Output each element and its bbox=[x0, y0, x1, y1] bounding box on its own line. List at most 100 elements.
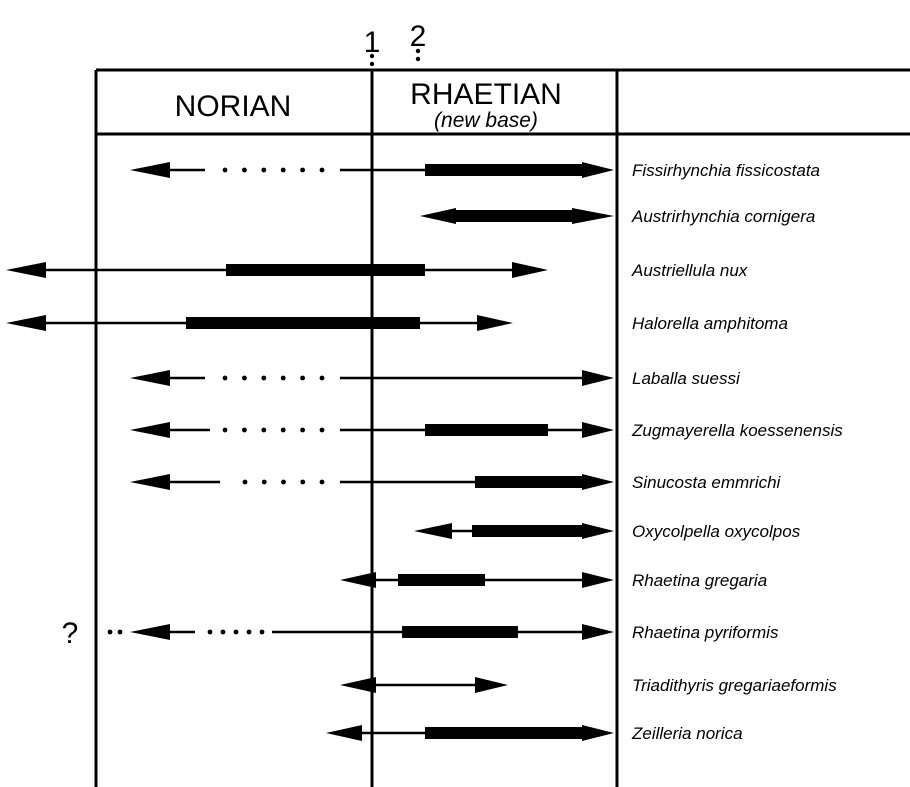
taxon-range-row: Halorella amphitoma bbox=[6, 314, 788, 333]
abundance-bar bbox=[425, 164, 582, 176]
dotted-range bbox=[220, 629, 226, 635]
taxon-range-row: Fissirhynchia fissicostata bbox=[130, 161, 820, 180]
dotted-range bbox=[246, 629, 252, 635]
right-arrow-icon bbox=[582, 370, 614, 386]
left-arrow-icon bbox=[414, 523, 452, 539]
taxon-range-row: Rhaetina pyriformis bbox=[107, 623, 779, 642]
right-arrow-icon bbox=[582, 572, 614, 588]
taxon-name: Triadithyris gregariaeformis bbox=[632, 676, 837, 695]
taxon-range-row: Laballa suessi bbox=[130, 369, 741, 388]
taxon-name: Halorella amphitoma bbox=[632, 314, 788, 333]
right-arrow-icon bbox=[582, 624, 614, 640]
dotted-range bbox=[319, 167, 325, 173]
dotted-range bbox=[222, 167, 228, 173]
right-arrow-icon bbox=[582, 162, 614, 178]
stage-rhaetian-note: (new base) bbox=[434, 109, 538, 132]
left-arrow-icon bbox=[340, 572, 376, 588]
dotted-range bbox=[319, 479, 325, 485]
left-arrow-icon bbox=[130, 474, 170, 490]
boundary-1-dot bbox=[369, 53, 375, 59]
abundance-bar bbox=[186, 317, 420, 329]
uncertain-marker: ? bbox=[62, 617, 79, 650]
dotted-range bbox=[280, 167, 286, 173]
right-arrow-icon bbox=[477, 315, 513, 331]
dotted-range bbox=[107, 629, 113, 635]
dotted-range bbox=[261, 427, 267, 433]
dotted-range bbox=[222, 427, 228, 433]
left-arrow-icon bbox=[130, 624, 170, 640]
dotted-range bbox=[280, 375, 286, 381]
dotted-range bbox=[261, 479, 267, 485]
boundary-2-label: 2 bbox=[410, 20, 427, 53]
abundance-bar bbox=[402, 626, 518, 638]
right-arrow-icon bbox=[582, 422, 614, 438]
dotted-range bbox=[280, 427, 286, 433]
taxon-name: Oxycolpella oxycolpos bbox=[632, 522, 801, 541]
dotted-range bbox=[319, 375, 325, 381]
dotted-range bbox=[242, 479, 248, 485]
dotted-range bbox=[300, 427, 305, 433]
taxon-name: Zeilleria norica bbox=[631, 724, 743, 743]
taxon-name: Austrirhynchia cornigera bbox=[631, 207, 815, 226]
right-arrow-icon bbox=[512, 262, 548, 278]
dotted-range bbox=[207, 629, 213, 635]
taxon-name: Laballa suessi bbox=[632, 369, 741, 388]
dotted-range bbox=[233, 629, 239, 635]
stage-rhaetian: RHAETIAN bbox=[410, 78, 562, 111]
left-arrow-icon bbox=[130, 422, 170, 438]
dotted-range bbox=[261, 375, 267, 381]
taxon-range-row: Austriellula nux bbox=[6, 261, 748, 280]
dotted-range bbox=[242, 375, 247, 381]
dotted-range bbox=[319, 427, 325, 433]
taxon-range-row: Triadithyris gregariaeformis bbox=[340, 676, 837, 695]
stage-norian: NORIAN bbox=[175, 90, 292, 123]
boundary-2-dot bbox=[415, 56, 421, 62]
dotted-range bbox=[281, 479, 286, 485]
left-arrow-icon bbox=[6, 262, 46, 278]
left-arrow-icon bbox=[6, 315, 46, 331]
abundance-bar bbox=[425, 727, 582, 739]
right-arrow-icon bbox=[582, 474, 614, 490]
dotted-range bbox=[259, 629, 265, 635]
abundance-bar bbox=[472, 525, 582, 537]
boundary-1-dot bbox=[369, 61, 375, 67]
abundance-bar bbox=[475, 476, 582, 488]
dotted-range bbox=[300, 167, 305, 173]
dotted-range bbox=[117, 629, 123, 635]
right-arrow-icon bbox=[572, 208, 614, 224]
left-arrow-icon bbox=[130, 162, 170, 178]
dotted-range bbox=[222, 375, 228, 381]
taxon-range-row: Sinucosta emmrichi bbox=[130, 473, 782, 492]
dotted-range bbox=[300, 375, 305, 381]
left-arrow-icon bbox=[130, 370, 170, 386]
boundary-2-dot bbox=[415, 48, 421, 54]
right-arrow-icon bbox=[475, 677, 508, 693]
taxon-range-row: Zugmayerella koessenensis bbox=[130, 421, 843, 440]
taxon-name: Rhaetina gregaria bbox=[632, 571, 767, 590]
left-arrow-icon bbox=[420, 208, 456, 224]
dotted-range bbox=[261, 167, 267, 173]
boundary-1-label: 1 bbox=[364, 26, 381, 59]
abundance-bar bbox=[226, 264, 425, 276]
taxon-name: Austriellula nux bbox=[631, 261, 748, 280]
left-arrow-icon bbox=[326, 725, 362, 741]
taxon-range-row: Oxycolpella oxycolpos bbox=[414, 522, 801, 541]
right-arrow-icon bbox=[582, 523, 614, 539]
left-arrow-icon bbox=[340, 677, 376, 693]
taxon-range-row: Rhaetina gregaria bbox=[340, 571, 767, 590]
abundance-bar bbox=[456, 210, 572, 222]
taxon-name: Sinucosta emmrichi bbox=[632, 473, 782, 492]
taxon-range-row: Zeilleria norica bbox=[326, 724, 743, 743]
taxon-name: Fissirhynchia fissicostata bbox=[632, 161, 820, 180]
abundance-bar bbox=[398, 574, 485, 586]
taxa-rows: Fissirhynchia fissicostata Austrirhynchia… bbox=[6, 161, 843, 743]
taxon-name: Rhaetina pyriformis bbox=[632, 623, 779, 642]
taxon-range-row: Austrirhynchia cornigera bbox=[420, 207, 815, 226]
dotted-range bbox=[300, 479, 306, 485]
taxon-name: Zugmayerella koessenensis bbox=[631, 421, 843, 440]
right-arrow-icon bbox=[582, 725, 614, 741]
dotted-range bbox=[242, 427, 247, 433]
dotted-range bbox=[242, 167, 247, 173]
abundance-bar bbox=[425, 424, 548, 436]
